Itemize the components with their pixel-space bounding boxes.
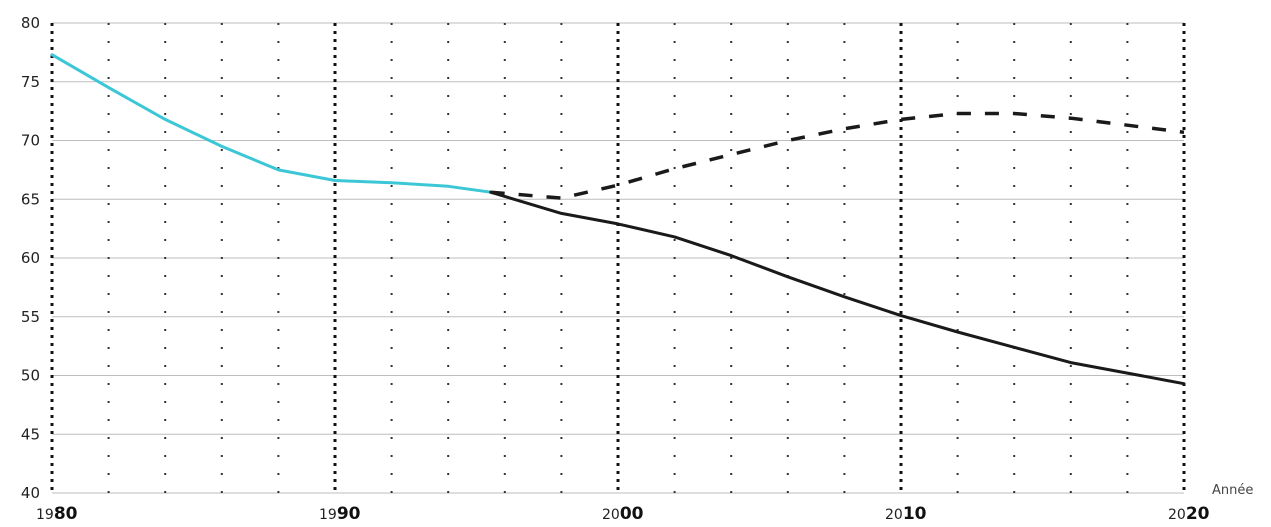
x-tick-suffix: 10 [903, 504, 927, 524]
series-line-0 [50, 53, 493, 194]
x-tick-label: 1980 [36, 504, 78, 524]
y-tick-label: 60 [21, 249, 40, 267]
y-tick-label: 65 [21, 190, 40, 208]
x-axis-label: Année [1212, 483, 1253, 498]
x-tick-label: 2020 [1168, 504, 1210, 524]
x-tick-prefix: 19 [319, 507, 337, 523]
y-tick-label: 80 [21, 14, 40, 32]
x-tick-label: 1990 [319, 504, 361, 524]
x-tick-label: 2010 [885, 504, 927, 524]
x-axis-tick-labels: 1980 1990 2000 2010 2020 [36, 504, 1210, 524]
x-tick-label: 2000 [602, 504, 644, 524]
x-tick-suffix: 20 [1186, 504, 1210, 524]
x-tick-suffix: 90 [337, 504, 361, 524]
x-tick-prefix: 20 [602, 507, 620, 523]
x-tick-suffix: 80 [54, 504, 78, 524]
y-tick-label: 50 [21, 367, 40, 385]
y-tick-label: 70 [21, 132, 40, 150]
x-tick-prefix: 19 [36, 507, 54, 523]
y-tick-label: 75 [21, 73, 40, 91]
y-axis-tick-labels: 40 45 50 55 60 65 70 75 80 [21, 14, 40, 502]
y-tick-label: 55 [21, 308, 40, 326]
x-tick-prefix: 20 [885, 507, 903, 523]
y-tick-label: 45 [21, 425, 40, 443]
vertical-gridlines [50, 23, 1186, 493]
y-tick-label: 40 [21, 484, 40, 502]
series-line-1 [489, 190, 1186, 386]
x-tick-prefix: 20 [1168, 507, 1186, 523]
series-line-2 [490, 111, 1185, 200]
series-lines [50, 53, 1186, 386]
x-tick-suffix: 00 [620, 504, 644, 524]
